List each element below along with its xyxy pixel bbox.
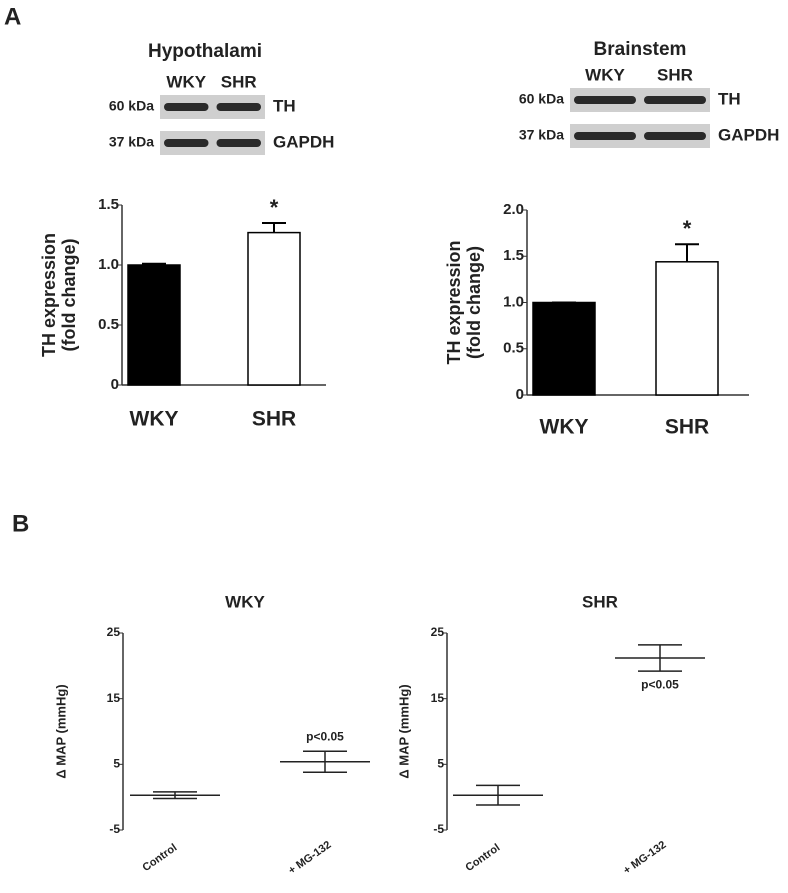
y-axis-label: Δ MAP (mmHg): [396, 684, 411, 778]
error-bar: [153, 791, 197, 800]
x-tick-label: + MG-132: [286, 839, 333, 877]
x-tick-label: WKY: [540, 416, 589, 439]
y-axis-label: Δ MAP (mmHg): [53, 684, 68, 778]
blot-size: 37 kDa: [109, 134, 154, 150]
y-axis-label: (fold change): [464, 246, 484, 359]
blot-protein: TH: [273, 96, 296, 115]
blot-band: [644, 132, 706, 140]
error-bar: [476, 784, 520, 806]
y-tick-label: 0: [111, 376, 119, 393]
blot-size: 37 kDa: [519, 127, 564, 143]
bar: [655, 261, 719, 396]
bar: [247, 231, 301, 386]
lane-label: WKY: [585, 65, 625, 84]
panel-label: A: [4, 3, 21, 30]
error-bar: [262, 222, 286, 233]
blot-band: [164, 139, 209, 147]
y-tick-label: 25: [431, 625, 445, 639]
bar: [532, 301, 596, 396]
lane-label: SHR: [657, 65, 693, 84]
x-tick-label: SHR: [665, 416, 709, 439]
lane-label: SHR: [221, 72, 257, 91]
panel-label: B: [12, 510, 29, 537]
x-tick-label: WKY: [130, 408, 179, 431]
y-tick-label: -5: [433, 822, 444, 836]
annotation: p<0.05: [641, 677, 679, 691]
y-tick-label: 15: [107, 691, 121, 705]
annotation: *: [270, 195, 279, 220]
blot-band: [574, 132, 636, 140]
error-bar: [675, 243, 699, 262]
blot-band: [574, 96, 636, 104]
blot-band: [216, 103, 261, 111]
y-tick-label: 1.5: [503, 247, 524, 264]
y-axis-label: TH expression: [444, 240, 464, 364]
annotation: p<0.05: [306, 729, 344, 743]
y-tick-label: -5: [109, 822, 120, 836]
blot-band: [644, 96, 706, 104]
error-bar: [303, 750, 347, 773]
y-tick-label: 1.0: [503, 293, 524, 310]
y-axis-label: TH expression: [39, 233, 59, 357]
y-tick-label: 0.5: [503, 340, 524, 357]
y-tick-label: 5: [437, 757, 444, 771]
y-tick-label: 1.5: [98, 196, 119, 213]
chart-title: WKY: [225, 592, 265, 611]
error-bar: [638, 644, 682, 672]
blot-protein: GAPDH: [273, 132, 334, 151]
blot-protein: TH: [718, 89, 741, 108]
chart-title: SHR: [582, 592, 618, 611]
y-tick-label: 15: [431, 691, 445, 705]
y-tick-label: 5: [113, 757, 120, 771]
blot-protein: GAPDH: [718, 125, 779, 144]
y-tick-label: 25: [107, 625, 121, 639]
blot-size: 60 kDa: [519, 91, 564, 107]
x-tick-label: Control: [463, 842, 502, 874]
lane-label: WKY: [166, 72, 206, 91]
y-tick-label: 0: [516, 386, 524, 403]
y-axis-label: (fold change): [59, 239, 79, 352]
y-tick-label: 2.0: [503, 201, 524, 218]
annotation: *: [683, 216, 692, 241]
y-tick-label: 0.5: [98, 316, 119, 333]
x-tick-label: + MG-132: [621, 839, 668, 877]
bar: [127, 264, 181, 386]
x-tick-label: SHR: [252, 408, 296, 431]
x-tick-label: Control: [140, 842, 179, 874]
error-bar: [142, 262, 166, 265]
y-tick-label: 1.0: [98, 256, 119, 273]
chart-title: Hypothalami: [148, 41, 262, 62]
blot-band: [164, 103, 209, 111]
blot-band: [216, 139, 261, 147]
blot-size: 60 kDa: [109, 98, 154, 114]
chart-title: Brainstem: [594, 39, 687, 60]
